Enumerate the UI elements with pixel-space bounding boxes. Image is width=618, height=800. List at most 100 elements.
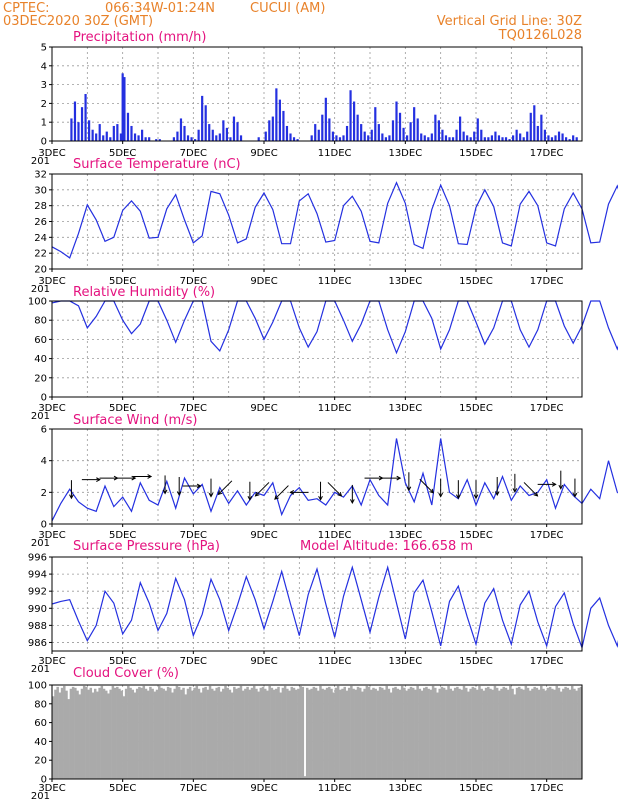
precip-bar bbox=[98, 124, 101, 141]
cloud-bar bbox=[226, 687, 229, 779]
cloud-bar bbox=[252, 685, 256, 779]
header-grid-note: Vertical Grid Line: 30Z bbox=[437, 14, 582, 29]
wind-title: Surface Wind (m/s) bbox=[73, 413, 197, 428]
cloud-bar bbox=[89, 687, 93, 779]
cloud-bar bbox=[217, 686, 221, 779]
precip-bar bbox=[197, 129, 200, 141]
precip-bar bbox=[466, 135, 469, 141]
precip-bar bbox=[374, 107, 377, 141]
precip-bar bbox=[257, 137, 260, 141]
cloud-bar bbox=[186, 688, 190, 779]
cloud-bar bbox=[548, 686, 552, 779]
cloud-bar bbox=[352, 688, 355, 779]
wind-arrow bbox=[419, 478, 434, 494]
wind-arrow-head bbox=[455, 494, 461, 500]
wind-arrow-head bbox=[551, 482, 557, 487]
cloud-bar bbox=[425, 686, 428, 779]
cloud-bar bbox=[133, 692, 137, 779]
cloud-bar bbox=[120, 690, 123, 779]
cloud-bar bbox=[305, 687, 309, 779]
precip-bar bbox=[215, 135, 218, 141]
cloud-bar bbox=[464, 687, 468, 779]
cloud-bar bbox=[257, 691, 260, 779]
cloud-bar bbox=[542, 688, 545, 779]
precip-bar bbox=[314, 124, 317, 141]
wind-arrow-head bbox=[96, 477, 101, 483]
cloud-xtick: 9DEC bbox=[250, 783, 277, 794]
cloud-bar bbox=[175, 685, 179, 779]
cloud-bar bbox=[427, 688, 430, 779]
precip-bar bbox=[501, 137, 504, 141]
precip-bar bbox=[554, 135, 557, 141]
cloud-bar bbox=[93, 688, 97, 779]
precip-xtick: 11DEC bbox=[318, 148, 352, 159]
precip-bar bbox=[462, 131, 465, 141]
cloud-bar bbox=[102, 688, 106, 779]
cloud-xtick: 5DEC bbox=[109, 783, 136, 794]
precip-bar bbox=[232, 116, 236, 141]
cloud-bar bbox=[158, 685, 161, 779]
precip-bar bbox=[363, 131, 366, 141]
precip-bar bbox=[194, 139, 197, 141]
precip-bar bbox=[568, 139, 571, 141]
cloud-bar bbox=[334, 687, 338, 779]
cloud-bar bbox=[491, 689, 494, 779]
wind-arrow-head bbox=[533, 491, 539, 497]
cloud-bar bbox=[537, 689, 541, 779]
cloud-bar bbox=[339, 689, 342, 779]
precip-bar bbox=[406, 135, 409, 141]
cloud-bar bbox=[292, 687, 296, 779]
header-coords: 066:34W-01:24N bbox=[105, 1, 215, 16]
cloud-xcut: 201 bbox=[31, 791, 50, 800]
cloud-bar bbox=[520, 688, 523, 779]
temp-ytick: 28 bbox=[34, 201, 47, 212]
cloud-bar bbox=[301, 686, 305, 779]
precip-bar bbox=[296, 139, 299, 141]
cloud-bar bbox=[321, 688, 324, 779]
precip-bar bbox=[321, 114, 324, 141]
cloud-bar bbox=[312, 686, 316, 779]
precip-bar bbox=[519, 133, 522, 141]
wind-ytick: 0 bbox=[41, 520, 47, 531]
cloud-bar bbox=[146, 690, 150, 779]
cloud-bar bbox=[407, 688, 411, 779]
wind-xtick: 5DEC bbox=[109, 530, 136, 541]
cloud-bar bbox=[129, 687, 132, 779]
wind-arrow bbox=[274, 485, 289, 500]
pres-ytick: 996 bbox=[28, 553, 47, 564]
wind-frame bbox=[51, 428, 583, 525]
pres-ytick: 988 bbox=[28, 621, 47, 632]
precip-bar bbox=[264, 131, 267, 141]
cloud-bar bbox=[495, 687, 499, 779]
precip-bar bbox=[434, 114, 437, 141]
precip-bar bbox=[413, 107, 416, 141]
cloud-bar bbox=[551, 688, 554, 779]
precip-bar bbox=[218, 133, 221, 141]
precip-bar bbox=[550, 137, 554, 141]
cloud-bar bbox=[270, 687, 274, 779]
rh-xtick: 15DEC bbox=[459, 403, 493, 414]
cloud-xtick: 15DEC bbox=[459, 783, 493, 794]
cloud-bar bbox=[449, 688, 453, 779]
cloud-bar bbox=[555, 685, 559, 779]
precip-bar bbox=[504, 137, 508, 141]
temp-ytick: 30 bbox=[34, 185, 47, 196]
precip-bar bbox=[109, 137, 112, 141]
rh-xtick: 5DEC bbox=[109, 403, 136, 414]
pres-xtick: 11DEC bbox=[318, 656, 352, 667]
precip-bar bbox=[80, 107, 84, 141]
cloud-bar bbox=[224, 685, 227, 779]
precip-bar bbox=[148, 137, 151, 141]
precip-bar bbox=[289, 133, 292, 141]
cloud-bar bbox=[202, 687, 205, 779]
rh-title: Relative Humidity (%) bbox=[73, 285, 215, 300]
cloud-bar bbox=[65, 690, 68, 779]
precip-bar bbox=[324, 97, 327, 141]
pres-xtick: 3DEC bbox=[38, 656, 65, 667]
cloud-bar bbox=[354, 689, 358, 779]
cloud-bar bbox=[87, 689, 90, 779]
cloud-bar bbox=[451, 690, 455, 779]
temp-xcut: 201 bbox=[31, 284, 50, 295]
pres-line bbox=[51, 565, 618, 650]
precip-bar bbox=[155, 139, 158, 141]
